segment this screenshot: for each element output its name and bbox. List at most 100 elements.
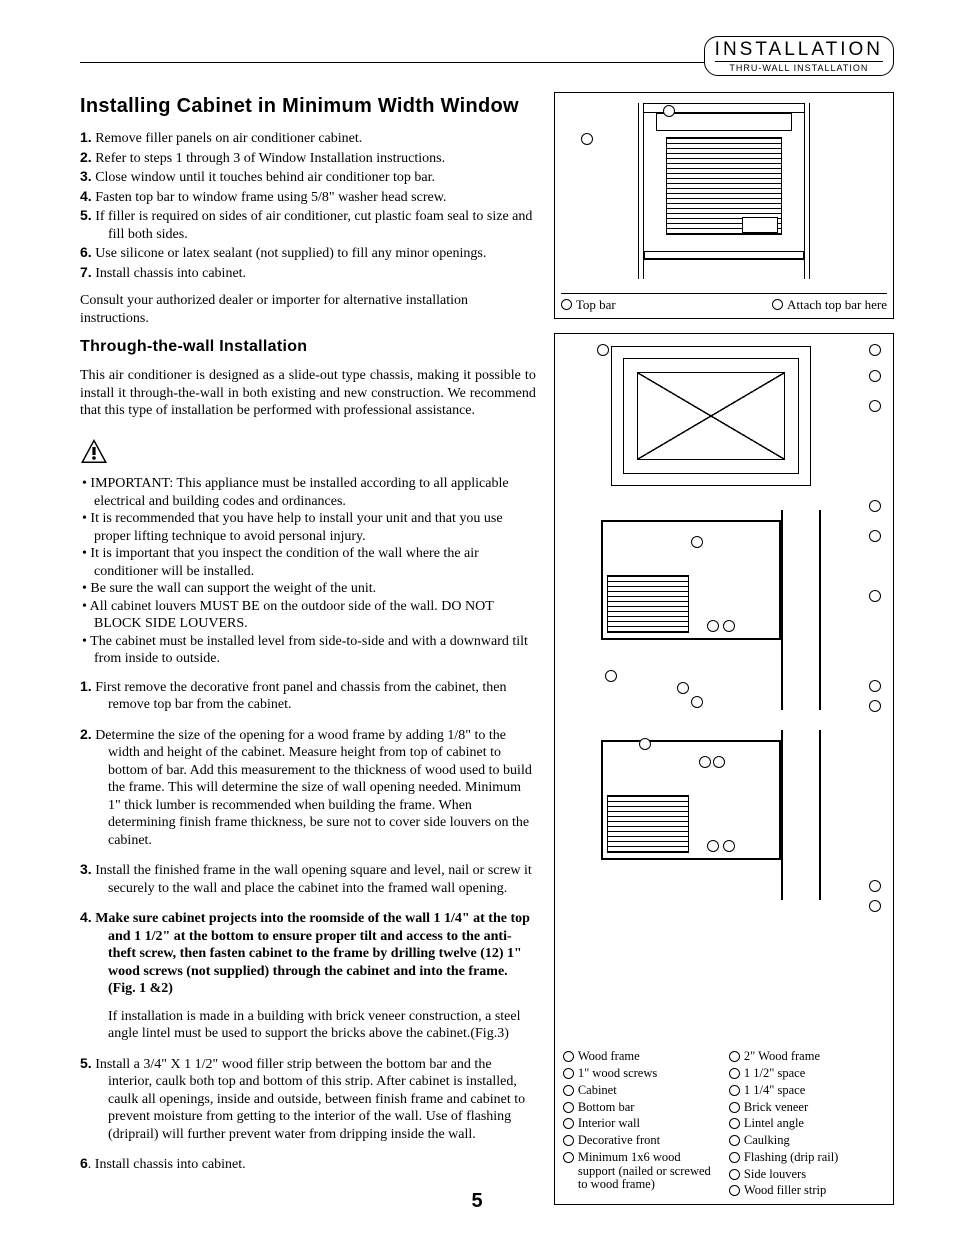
callout-marker — [869, 900, 881, 912]
legend-item: Wood frame — [563, 1050, 719, 1064]
step-item: 1. Remove filler panels on air condition… — [80, 129, 536, 148]
radio-icon — [563, 1085, 574, 1096]
callout-marker — [869, 700, 881, 712]
section1-heading: Installing Cabinet in Minimum Width Wind… — [80, 92, 536, 121]
bullet-item: All cabinet louvers MUST BE on the outdo… — [80, 598, 536, 633]
radio-icon — [563, 1152, 574, 1163]
legend-text: Interior wall — [578, 1117, 640, 1131]
step-text: . Install chassis into cabinet. — [88, 1157, 246, 1172]
legend-item: Cabinet — [563, 1084, 719, 1098]
step-text: Determine the size of the opening for a … — [95, 728, 532, 848]
step-item-bold: 4. Make sure cabinet projects into the r… — [80, 909, 536, 998]
step-text: Close window until it touches behind air… — [95, 170, 435, 185]
legend-item: Top bar — [561, 298, 616, 312]
legend-col-right: 2" Wood frame 1 1/2" space 1 1/4" space … — [729, 1050, 885, 1198]
step-item: 2. Refer to steps 1 through 3 of Window … — [80, 149, 536, 168]
step-item: 1. First remove the decorative front pan… — [80, 678, 536, 714]
legend-item: 1 1/4" space — [729, 1084, 885, 1098]
bullet-item: The cabinet must be installed level from… — [80, 633, 536, 668]
section2-intro: This air conditioner is designed as a sl… — [80, 367, 536, 420]
window-drawing — [644, 103, 804, 279]
content-area: Installing Cabinet in Minimum Width Wind… — [80, 92, 894, 1205]
radio-icon — [729, 1102, 740, 1113]
legend-item: 2" Wood frame — [729, 1050, 885, 1064]
callout-marker — [581, 133, 593, 145]
legend-item: Bottom bar — [563, 1101, 719, 1115]
legend-item: Side louvers — [729, 1168, 885, 1182]
legend-text: Bottom bar — [578, 1101, 635, 1115]
bullet-item: It is important that you inspect the con… — [80, 545, 536, 580]
figure-1: Top bar Attach top bar here — [554, 92, 894, 319]
header-box: INSTALLATION THRU-WALL INSTALLATION — [704, 36, 894, 76]
step-text: Make sure cabinet projects into the room… — [95, 911, 530, 996]
section2-steps-cont: 5. Install a 3/4" X 1 1/2" wood filler s… — [80, 1055, 536, 1174]
callout-marker — [869, 500, 881, 512]
step-text: Install the finished frame in the wall o… — [95, 863, 532, 896]
step-item: 3. Close window until it touches behind … — [80, 168, 536, 187]
legend-text: Brick veneer — [744, 1101, 808, 1115]
legend-item: Interior wall — [563, 1117, 719, 1131]
radio-icon — [729, 1068, 740, 1079]
step-item: 7. Install chassis into cabinet. — [80, 264, 536, 283]
legend-item: 1" wood screws — [563, 1067, 719, 1081]
bullet-item: Be sure the wall can support the weight … — [80, 580, 536, 598]
callout-marker — [663, 105, 675, 117]
legend-col-left: Wood frame 1" wood screws Cabinet Bottom… — [563, 1050, 719, 1198]
radio-icon — [729, 1169, 740, 1180]
callout-marker — [869, 344, 881, 356]
callout-marker — [869, 400, 881, 412]
step-text: If filler is required on sides of air co… — [95, 209, 532, 242]
left-column: Installing Cabinet in Minimum Width Wind… — [80, 92, 536, 1205]
legend-item: Attach top bar here — [772, 298, 887, 312]
callout-marker — [597, 344, 609, 356]
legend-text: Cabinet — [578, 1084, 617, 1098]
section2-steps: 1. First remove the decorative front pan… — [80, 678, 536, 998]
section2-bullets: IMPORTANT: This appliance must be instal… — [80, 475, 536, 668]
legend-text: Flashing (drip rail) — [744, 1151, 838, 1165]
bullet-item: It is recommended that you have help to … — [80, 510, 536, 545]
legend-item: Lintel angle — [729, 1117, 885, 1131]
step-item: 5. If filler is required on sides of air… — [80, 207, 536, 243]
step-text: Install a 3/4" X 1 1/2" wood filler stri… — [95, 1057, 525, 1142]
figure-1-canvas — [561, 99, 887, 289]
legend-item: 1 1/2" space — [729, 1067, 885, 1081]
header-subtitle: THRU-WALL INSTALLATION — [715, 61, 883, 73]
legend-text: Decorative front — [578, 1134, 660, 1148]
callout-marker — [869, 590, 881, 602]
legend-item: Wood filler strip — [729, 1184, 885, 1198]
radio-icon — [563, 1102, 574, 1113]
figure-2: Wood frame 1" wood screws Cabinet Bottom… — [554, 333, 894, 1205]
legend-item: Minimum 1x6 wood support (nailed or scre… — [563, 1151, 719, 1192]
step-item: 6. Install chassis into cabinet. — [80, 1155, 536, 1174]
radio-icon — [729, 1135, 740, 1146]
step-text: Install chassis into cabinet. — [95, 266, 246, 281]
warning-icon — [80, 438, 108, 470]
legend-text: Top bar — [576, 298, 616, 312]
callout-marker — [605, 670, 617, 682]
figure-legend: Wood frame 1" wood screws Cabinet Bottom… — [561, 1050, 887, 1198]
step-item: 6. Use silicone or latex sealant (not su… — [80, 244, 536, 263]
step-item: 3. Install the finished frame in the wal… — [80, 861, 536, 897]
section2-heading: Through-the-wall Installation — [80, 337, 536, 357]
legend-text: Minimum 1x6 wood support (nailed or scre… — [578, 1151, 719, 1192]
radio-icon — [561, 299, 572, 310]
legend-item: Caulking — [729, 1134, 885, 1148]
legend-item: Brick veneer — [729, 1101, 885, 1115]
radio-icon — [729, 1152, 740, 1163]
section1-steps: 1. Remove filler panels on air condition… — [80, 129, 536, 282]
legend-item: Flashing (drip rail) — [729, 1151, 885, 1165]
radio-icon — [729, 1118, 740, 1129]
legend-text: 1 1/4" space — [744, 1084, 805, 1098]
callout-marker — [691, 696, 703, 708]
callout-marker — [869, 680, 881, 692]
callout-marker — [869, 880, 881, 892]
legend-text: Wood filler strip — [744, 1184, 826, 1198]
radio-icon — [563, 1118, 574, 1129]
legend-text: Wood frame — [578, 1050, 640, 1064]
step-text: Fasten top bar to window frame using 5/8… — [95, 190, 446, 205]
callout-marker — [869, 370, 881, 382]
bullet-item: IMPORTANT: This appliance must be instal… — [80, 475, 536, 510]
legend-text: 1 1/2" space — [744, 1067, 805, 1081]
radio-icon — [563, 1135, 574, 1146]
radio-icon — [772, 299, 783, 310]
